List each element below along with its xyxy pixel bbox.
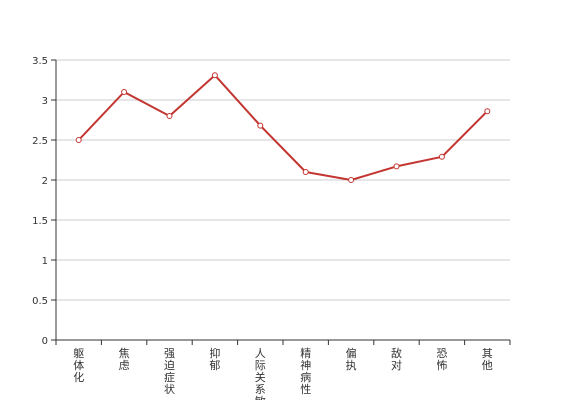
- data-point[interactable]: [348, 177, 355, 183]
- x-tick-label: 敌对: [391, 346, 402, 372]
- x-tick-label: 人际关系敏感: [255, 347, 266, 400]
- x-tick-label: 焦虑: [119, 347, 130, 372]
- data-points: [75, 72, 491, 183]
- series-line: [77, 74, 489, 181]
- y-tick-label: 1.5: [32, 216, 48, 227]
- y-tick-labels: 0 0.5 1 1.5 2 2.5 3 3.5: [32, 56, 48, 347]
- x-tick-label: 精神病性: [300, 347, 311, 396]
- y-tick-label: 2.5: [32, 136, 48, 147]
- data-point[interactable]: [121, 89, 128, 95]
- grid-lines: [56, 59, 510, 301]
- data-point[interactable]: [302, 169, 309, 175]
- y-tick-label: 3: [42, 96, 48, 107]
- y-tick-label: 1: [42, 256, 48, 267]
- series-line-group: [77, 74, 489, 181]
- data-point[interactable]: [484, 108, 491, 115]
- x-tick-label: 恐怖: [436, 347, 447, 372]
- y-tick-label: 0: [42, 336, 48, 347]
- x-tick-label: 强迫症状: [164, 347, 175, 396]
- x-tick-label: 偏执: [346, 346, 357, 372]
- x-tick-label: 躯体化: [73, 347, 84, 384]
- x-tick-labels: 躯体化 焦虑 强迫症状 抑郁 人际关系敏感 精神病性 偏执 敌对 恐怖 其他: [73, 346, 493, 400]
- x-tick-label: 其他: [482, 347, 493, 372]
- y-tick-label: 2: [42, 176, 48, 187]
- data-point[interactable]: [166, 113, 173, 119]
- x-tick-label: 抑郁: [209, 346, 220, 372]
- data-point[interactable]: [75, 137, 82, 143]
- y-tick-label: 3.5: [32, 56, 48, 67]
- data-point[interactable]: [393, 163, 400, 170]
- data-point[interactable]: [211, 72, 218, 79]
- axes: [51, 59, 511, 345]
- data-point[interactable]: [257, 122, 264, 129]
- y-tick-label: 0.5: [32, 296, 48, 307]
- data-point[interactable]: [438, 153, 445, 160]
